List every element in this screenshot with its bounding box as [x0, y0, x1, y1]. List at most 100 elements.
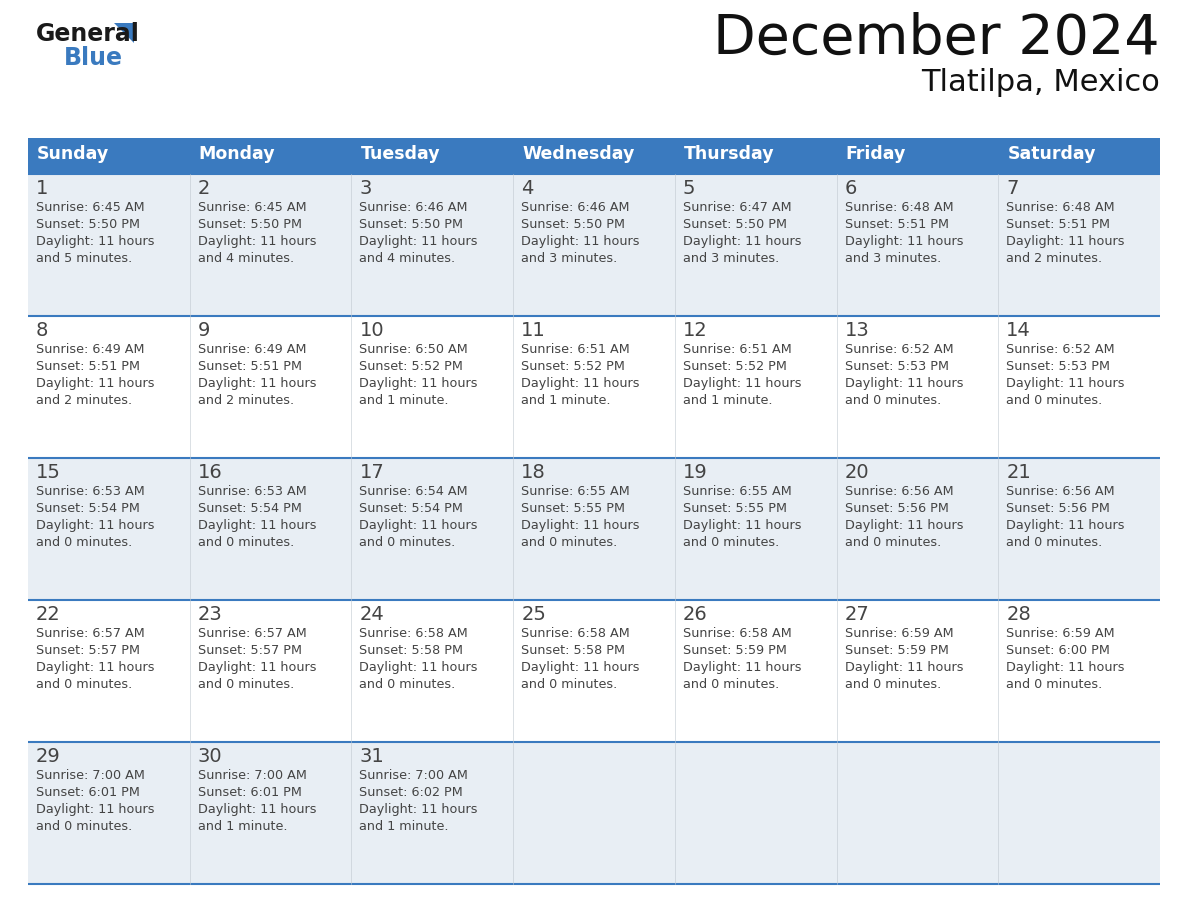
Text: Sunrise: 6:46 AM: Sunrise: 6:46 AM: [522, 201, 630, 214]
Text: 31: 31: [360, 747, 384, 766]
Text: and 0 minutes.: and 0 minutes.: [197, 536, 293, 549]
Text: Sunrise: 6:54 AM: Sunrise: 6:54 AM: [360, 485, 468, 498]
Text: Daylight: 11 hours: Daylight: 11 hours: [36, 661, 154, 674]
Bar: [513, 742, 675, 884]
Text: 9: 9: [197, 321, 210, 340]
Text: Thursday: Thursday: [684, 145, 775, 163]
Text: Sunrise: 6:56 AM: Sunrise: 6:56 AM: [845, 485, 953, 498]
Bar: [998, 138, 1159, 174]
Text: Sunrise: 6:53 AM: Sunrise: 6:53 AM: [197, 485, 307, 498]
Text: Daylight: 11 hours: Daylight: 11 hours: [197, 803, 316, 816]
Text: Tlatilpa, Mexico: Tlatilpa, Mexico: [921, 68, 1159, 97]
Bar: [190, 600, 352, 742]
Text: and 1 minute.: and 1 minute.: [683, 394, 772, 407]
Text: Sunset: 5:52 PM: Sunset: 5:52 PM: [683, 360, 786, 373]
Bar: [675, 742, 836, 884]
Text: Sunrise: 6:49 AM: Sunrise: 6:49 AM: [197, 343, 307, 356]
Text: Wednesday: Wednesday: [523, 145, 634, 163]
Text: Sunset: 5:50 PM: Sunset: 5:50 PM: [522, 218, 625, 231]
Text: Friday: Friday: [846, 145, 906, 163]
Text: and 0 minutes.: and 0 minutes.: [360, 678, 456, 691]
Bar: [513, 458, 675, 600]
Text: and 0 minutes.: and 0 minutes.: [522, 536, 618, 549]
Bar: [513, 600, 675, 742]
Bar: [675, 316, 836, 458]
Text: 28: 28: [1006, 605, 1031, 624]
Text: Daylight: 11 hours: Daylight: 11 hours: [197, 377, 316, 390]
Bar: [190, 742, 352, 884]
Text: 15: 15: [36, 463, 61, 482]
Text: Daylight: 11 hours: Daylight: 11 hours: [683, 235, 802, 248]
Text: 24: 24: [360, 605, 384, 624]
Text: Sunrise: 6:47 AM: Sunrise: 6:47 AM: [683, 201, 791, 214]
Text: Sunset: 5:53 PM: Sunset: 5:53 PM: [845, 360, 948, 373]
Text: Sunset: 6:02 PM: Sunset: 6:02 PM: [360, 786, 463, 799]
Text: Sunset: 5:50 PM: Sunset: 5:50 PM: [197, 218, 302, 231]
Text: 25: 25: [522, 605, 546, 624]
Text: 5: 5: [683, 179, 695, 198]
Text: Sunrise: 6:57 AM: Sunrise: 6:57 AM: [36, 627, 145, 640]
Text: Sunrise: 6:52 AM: Sunrise: 6:52 AM: [1006, 343, 1114, 356]
Text: Sunrise: 6:45 AM: Sunrise: 6:45 AM: [36, 201, 145, 214]
Text: and 1 minute.: and 1 minute.: [360, 820, 449, 833]
Text: 13: 13: [845, 321, 870, 340]
Text: 27: 27: [845, 605, 870, 624]
Text: Sunrise: 6:58 AM: Sunrise: 6:58 AM: [360, 627, 468, 640]
Text: Tuesday: Tuesday: [360, 145, 440, 163]
Text: 17: 17: [360, 463, 384, 482]
Text: Daylight: 11 hours: Daylight: 11 hours: [36, 519, 154, 532]
Text: Sunset: 5:51 PM: Sunset: 5:51 PM: [1006, 218, 1111, 231]
Text: Sunset: 5:54 PM: Sunset: 5:54 PM: [360, 502, 463, 515]
Text: Sunset: 5:54 PM: Sunset: 5:54 PM: [36, 502, 140, 515]
Text: Daylight: 11 hours: Daylight: 11 hours: [683, 661, 802, 674]
Text: Daylight: 11 hours: Daylight: 11 hours: [845, 661, 963, 674]
Text: 20: 20: [845, 463, 870, 482]
Text: and 4 minutes.: and 4 minutes.: [360, 252, 455, 265]
Text: and 3 minutes.: and 3 minutes.: [522, 252, 618, 265]
Text: Sunrise: 6:49 AM: Sunrise: 6:49 AM: [36, 343, 145, 356]
Text: 12: 12: [683, 321, 708, 340]
Text: Sunset: 5:50 PM: Sunset: 5:50 PM: [360, 218, 463, 231]
Text: Daylight: 11 hours: Daylight: 11 hours: [522, 661, 639, 674]
Text: Sunset: 5:56 PM: Sunset: 5:56 PM: [1006, 502, 1110, 515]
Text: and 0 minutes.: and 0 minutes.: [683, 678, 779, 691]
Bar: [190, 458, 352, 600]
Text: 3: 3: [360, 179, 372, 198]
Text: Sunrise: 6:52 AM: Sunrise: 6:52 AM: [845, 343, 953, 356]
Text: Sunset: 5:54 PM: Sunset: 5:54 PM: [197, 502, 302, 515]
Text: Sunset: 5:51 PM: Sunset: 5:51 PM: [845, 218, 948, 231]
Text: 11: 11: [522, 321, 546, 340]
Bar: [29, 174, 190, 316]
Text: 30: 30: [197, 747, 222, 766]
Bar: [29, 742, 190, 884]
Text: 4: 4: [522, 179, 533, 198]
Bar: [513, 138, 675, 174]
Bar: [998, 600, 1159, 742]
Text: and 0 minutes.: and 0 minutes.: [845, 678, 941, 691]
Text: and 3 minutes.: and 3 minutes.: [845, 252, 941, 265]
Text: 7: 7: [1006, 179, 1018, 198]
Bar: [998, 316, 1159, 458]
Text: Sunset: 6:00 PM: Sunset: 6:00 PM: [1006, 644, 1110, 657]
Bar: [352, 458, 513, 600]
Bar: [513, 316, 675, 458]
Text: Sunrise: 6:58 AM: Sunrise: 6:58 AM: [683, 627, 791, 640]
Text: 18: 18: [522, 463, 546, 482]
Text: Sunrise: 6:45 AM: Sunrise: 6:45 AM: [197, 201, 307, 214]
Bar: [29, 600, 190, 742]
Text: Sunset: 5:52 PM: Sunset: 5:52 PM: [522, 360, 625, 373]
Bar: [352, 174, 513, 316]
Bar: [675, 458, 836, 600]
Text: Sunset: 5:55 PM: Sunset: 5:55 PM: [683, 502, 786, 515]
Bar: [836, 600, 998, 742]
Text: Daylight: 11 hours: Daylight: 11 hours: [197, 519, 316, 532]
Bar: [352, 138, 513, 174]
Text: Daylight: 11 hours: Daylight: 11 hours: [197, 661, 316, 674]
Text: and 1 minute.: and 1 minute.: [360, 394, 449, 407]
Text: Sunrise: 6:48 AM: Sunrise: 6:48 AM: [845, 201, 953, 214]
Text: Sunday: Sunday: [37, 145, 109, 163]
Bar: [836, 138, 998, 174]
Bar: [29, 316, 190, 458]
Text: Sunset: 5:59 PM: Sunset: 5:59 PM: [683, 644, 786, 657]
Text: 21: 21: [1006, 463, 1031, 482]
